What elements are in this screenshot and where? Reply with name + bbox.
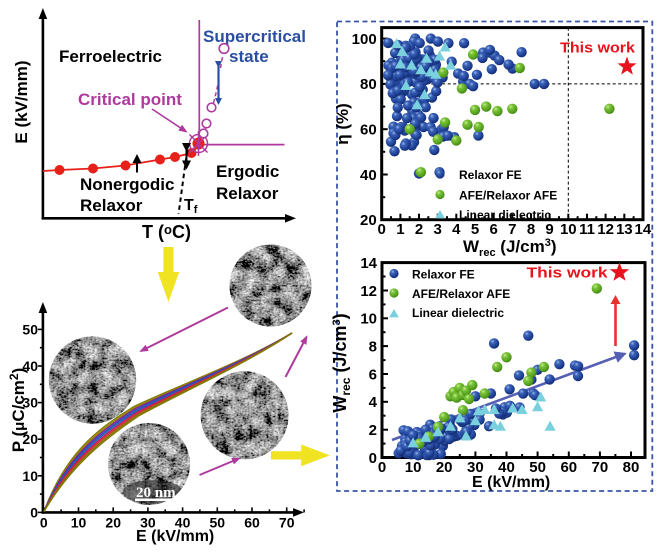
- svg-text:E (kV/mm): E (kV/mm): [472, 474, 550, 491]
- svg-text:P (μC/cm2): P (μC/cm2): [7, 368, 28, 453]
- svg-text:40: 40: [175, 515, 191, 531]
- svg-text:Linear dielectric: Linear dielectric: [459, 208, 551, 222]
- svg-text:2: 2: [369, 422, 377, 439]
- svg-text:14: 14: [360, 255, 377, 272]
- svg-text:40: 40: [498, 459, 515, 476]
- svg-text:8: 8: [527, 221, 535, 238]
- svg-text:state: state: [229, 47, 269, 66]
- svg-text:0: 0: [378, 221, 386, 238]
- svg-text:Relaxor: Relaxor: [80, 196, 143, 215]
- svg-text:13: 13: [616, 221, 633, 238]
- svg-text:40: 40: [22, 358, 38, 374]
- svg-text:30: 30: [22, 395, 38, 411]
- svg-text:E (kV/mm): E (kV/mm): [136, 528, 214, 545]
- svg-text:60: 60: [360, 122, 377, 139]
- svg-text:This work: This work: [560, 40, 636, 57]
- svg-text:T (oC): T (oC): [142, 222, 191, 242]
- svg-text:12: 12: [597, 221, 614, 238]
- svg-text:7: 7: [508, 221, 516, 238]
- svg-text:Ergodic: Ergodic: [216, 162, 279, 181]
- svg-text:6: 6: [369, 366, 377, 383]
- svg-text:30: 30: [140, 515, 156, 531]
- svg-text:AFE/Relaxor AFE: AFE/Relaxor AFE: [412, 287, 510, 301]
- svg-text:50: 50: [210, 515, 226, 531]
- svg-text:0: 0: [369, 450, 377, 467]
- svg-text:4: 4: [369, 394, 378, 411]
- svg-text:10: 10: [22, 468, 38, 484]
- svg-text:AFE/Relaxor AFE: AFE/Relaxor AFE: [459, 189, 557, 203]
- svg-text:Relaxor: Relaxor: [216, 184, 279, 203]
- svg-text:30: 30: [467, 459, 484, 476]
- svg-text:0: 0: [378, 459, 386, 476]
- svg-text:60: 60: [244, 515, 260, 531]
- svg-text:0: 0: [40, 515, 48, 531]
- svg-text:70: 70: [279, 515, 295, 531]
- svg-text:Wrec (J/cm3): Wrec (J/cm3): [463, 237, 557, 259]
- svg-text:E (kV/mm): E (kV/mm): [12, 60, 31, 143]
- svg-text:20: 20: [22, 431, 38, 447]
- svg-text:20: 20: [360, 212, 377, 229]
- svg-text:60: 60: [560, 459, 577, 476]
- svg-text:5: 5: [471, 221, 479, 238]
- svg-text:10: 10: [360, 311, 377, 328]
- svg-text:Supercritical: Supercritical: [203, 27, 306, 46]
- svg-text:50: 50: [22, 321, 38, 337]
- svg-text:This work: This work: [527, 265, 609, 282]
- svg-text:Relaxor FE: Relaxor FE: [459, 168, 522, 182]
- svg-text:1: 1: [396, 221, 404, 238]
- svg-text:11: 11: [579, 221, 595, 238]
- svg-text:10: 10: [560, 221, 577, 238]
- svg-text:Linear dielectric: Linear dielectric: [412, 306, 504, 320]
- svg-text:9: 9: [545, 221, 553, 238]
- svg-text:8: 8: [369, 338, 377, 355]
- svg-text:12: 12: [360, 283, 377, 300]
- svg-text:6: 6: [490, 221, 498, 238]
- svg-text:η (%): η (%): [333, 103, 352, 145]
- svg-text:100: 100: [352, 31, 377, 48]
- svg-text:0: 0: [30, 504, 38, 520]
- svg-text:Nonergodic: Nonergodic: [80, 175, 174, 194]
- svg-text:20 nm: 20 nm: [136, 485, 176, 501]
- svg-text:80: 80: [360, 76, 377, 93]
- svg-text:Ferroelectric: Ferroelectric: [59, 47, 162, 66]
- svg-text:10: 10: [71, 515, 87, 531]
- svg-text:Relaxor FE: Relaxor FE: [412, 268, 475, 282]
- svg-text:20: 20: [436, 459, 453, 476]
- svg-text:10: 10: [405, 459, 422, 476]
- svg-text:14: 14: [635, 221, 652, 238]
- svg-text:20: 20: [105, 515, 121, 531]
- svg-text:4: 4: [452, 221, 461, 238]
- svg-text:Wrec (J/cm3): Wrec (J/cm3): [330, 313, 353, 412]
- svg-text:2: 2: [415, 221, 423, 238]
- svg-text:50: 50: [529, 459, 546, 476]
- svg-text:80: 80: [623, 459, 640, 476]
- svg-text:40: 40: [360, 167, 377, 184]
- svg-text:Critical point: Critical point: [78, 90, 182, 109]
- svg-text:3: 3: [434, 221, 442, 238]
- svg-text:70: 70: [592, 459, 609, 476]
